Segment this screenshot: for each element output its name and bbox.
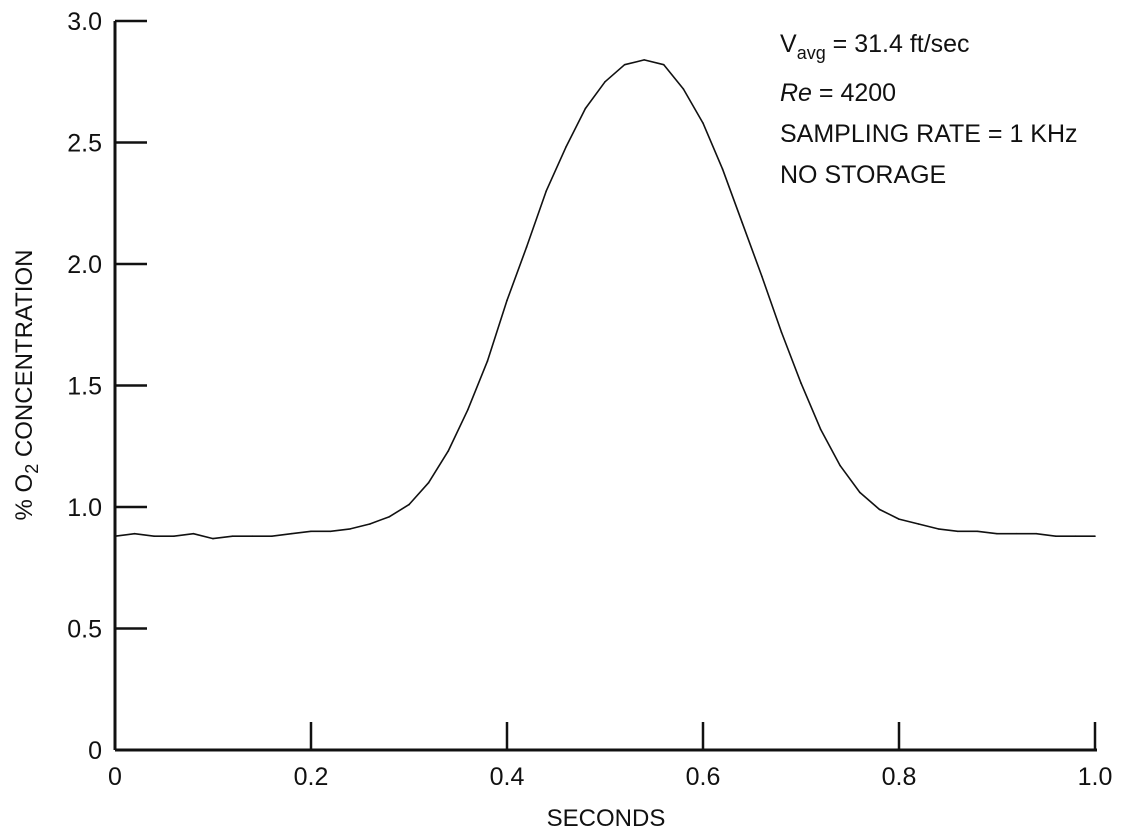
annotation-sampling-rate: SAMPLING RATE = 1 KHz — [780, 120, 1078, 148]
data-point — [976, 530, 979, 533]
data-point — [545, 190, 547, 192]
data-point — [369, 523, 371, 525]
y-axis-title-subscript: 2 — [22, 464, 42, 474]
annotation-velocity-subscript: avg — [797, 43, 826, 63]
data-point — [173, 535, 175, 537]
x-tick-label: 0.8 — [882, 763, 917, 791]
data-point — [447, 450, 450, 452]
y-tick-label: 3.0 — [67, 8, 102, 36]
data-point — [349, 528, 352, 530]
y-tick-label: 1.5 — [67, 373, 102, 401]
data-point — [427, 481, 430, 484]
data-point — [133, 532, 136, 535]
data-point — [388, 515, 391, 518]
x-tick-label: 0.6 — [686, 763, 721, 791]
annotation-reynolds: Re = 4200 — [780, 79, 896, 107]
data-point — [506, 299, 508, 302]
annotation-reynolds-symbol: Re — [780, 79, 812, 107]
data-point — [153, 535, 155, 537]
data-point — [329, 530, 332, 533]
data-point — [1015, 532, 1018, 535]
data-point — [996, 532, 998, 535]
y-tick-label: 0 — [88, 737, 102, 765]
x-tick-label: 0 — [108, 763, 122, 791]
data-point — [937, 528, 939, 530]
data-point — [957, 530, 959, 533]
data-point — [682, 88, 685, 90]
annotation-storage: NO STORAGE — [780, 161, 946, 189]
y-tick-label: 1.0 — [67, 494, 102, 522]
data-point — [114, 535, 116, 537]
x-tick-label: 0.4 — [490, 763, 525, 791]
ticks: 0 0.2 0.4 0.6 0.8 1.0 0 0.5 1.0 1.5 2.0 2.5 3.0 — [67, 8, 1112, 791]
data-point — [467, 409, 469, 411]
data-point — [231, 535, 234, 537]
x-tick-label: 1.0 — [1078, 763, 1113, 791]
data-point — [1035, 532, 1037, 535]
data-point — [604, 80, 606, 83]
data-point — [192, 532, 195, 535]
data-point — [761, 275, 763, 277]
data-point — [310, 530, 312, 533]
data-point — [584, 107, 587, 110]
data-point — [623, 63, 626, 66]
y-axis-title-prefix: % O — [11, 474, 38, 521]
annotation-velocity-symbol: V — [780, 30, 797, 58]
data-point — [898, 518, 900, 520]
data-point — [290, 532, 293, 535]
data-point — [565, 146, 567, 149]
data-point — [271, 535, 273, 537]
data-point — [663, 63, 665, 66]
annotation-block: Vavg = 31.4 ft/sec Re = 4200 SAMPLING RA… — [780, 30, 1078, 189]
y-axis-title-suffix: CONCENTRATION — [11, 250, 38, 464]
data-point — [741, 221, 743, 224]
y-tick-label: 0.5 — [67, 616, 102, 644]
data-point — [702, 122, 704, 124]
data-point — [408, 503, 410, 506]
x-axis-title: SECONDS — [547, 805, 666, 832]
data-point — [251, 535, 253, 537]
data-point — [800, 382, 802, 384]
data-point — [486, 360, 489, 363]
data-point — [1094, 535, 1096, 537]
data-point — [780, 331, 783, 333]
y-axis-title: % O2 CONCENTRATION — [11, 250, 42, 521]
data-point — [819, 428, 822, 431]
data-point — [878, 508, 881, 511]
data-point — [859, 491, 861, 494]
data-point — [1074, 535, 1077, 537]
annotation-reynolds-value: = 4200 — [812, 79, 896, 107]
data-point — [917, 523, 920, 525]
data-point — [525, 246, 528, 248]
data-point — [212, 537, 214, 540]
y-tick-label: 2.0 — [67, 251, 102, 279]
data-point — [1055, 535, 1057, 537]
y-tick-label: 2.5 — [67, 130, 102, 158]
series — [114, 59, 1096, 540]
x-tick-label: 0.2 — [294, 763, 329, 791]
annotation-velocity-value: = 31.4 ft/sec — [826, 30, 970, 58]
data-point — [643, 59, 645, 61]
data-point — [839, 464, 841, 467]
annotation-velocity: Vavg = 31.4 ft/sec — [780, 30, 970, 63]
data-point — [721, 168, 724, 171]
